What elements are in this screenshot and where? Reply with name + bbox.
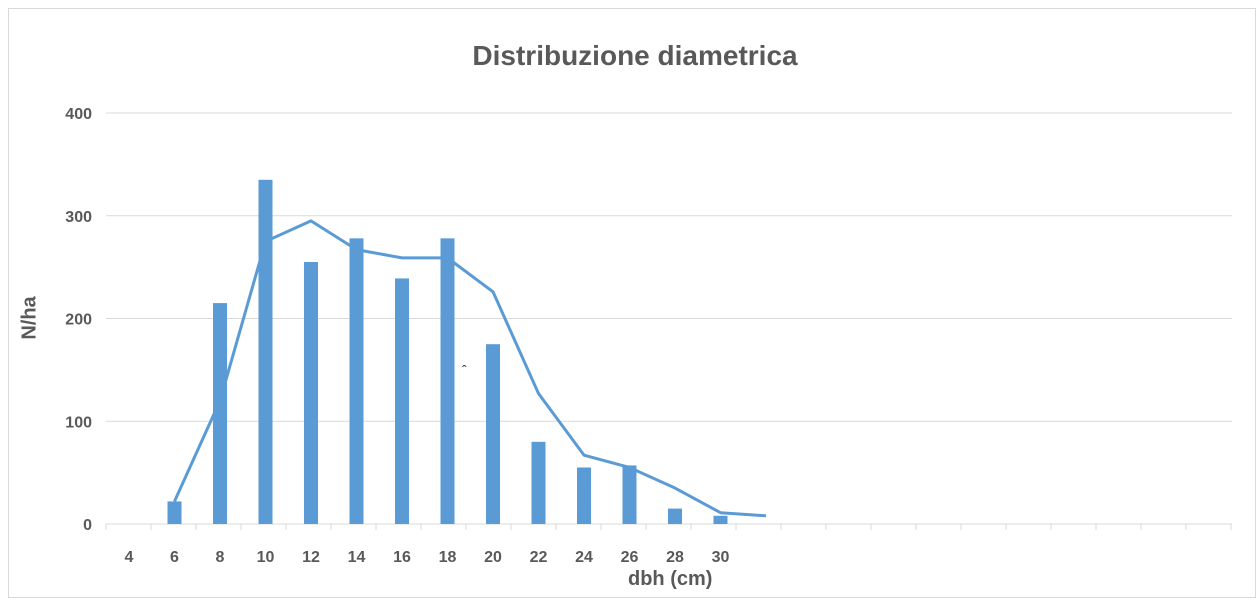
y-tick-label: 0	[83, 517, 92, 534]
x-tick-label: 10	[257, 549, 275, 566]
x-tick-label: 18	[439, 549, 457, 566]
x-tick-label: 20	[484, 549, 502, 566]
x-tick-label: 24	[575, 549, 593, 566]
x-tick-label: 28	[666, 549, 684, 566]
x-tick-label: 26	[621, 549, 639, 566]
x-tick-label: 6	[170, 549, 179, 566]
x-tick-label: 16	[393, 549, 411, 566]
bar	[440, 238, 455, 525]
x-tick-label: 12	[302, 549, 320, 566]
bar	[713, 515, 728, 524]
x-tick-label: 30	[712, 549, 730, 566]
bar	[577, 467, 591, 524]
bar	[167, 501, 182, 524]
x-tick-label: 14	[348, 549, 366, 566]
y-tick-label: 300	[65, 209, 92, 226]
bar	[349, 238, 364, 525]
series-line	[173, 219, 767, 518]
bar	[486, 344, 500, 524]
bar	[213, 303, 227, 524]
y-tick-label: 200	[65, 312, 92, 329]
bar	[304, 261, 318, 524]
x-tick-label: 4	[125, 549, 134, 566]
x-tick-label: 8	[216, 549, 225, 566]
bar	[258, 179, 273, 524]
bar	[622, 465, 637, 524]
bar	[531, 441, 546, 524]
x-tick-label: 22	[530, 549, 548, 566]
y-tick-label: 400	[65, 106, 92, 123]
bar	[395, 278, 409, 524]
x-axis-label: dbh (cm)	[628, 568, 713, 590]
bar	[668, 508, 682, 524]
y-tick-label: 100	[65, 414, 92, 431]
chart-title: Distribuzione diametrica	[472, 40, 798, 71]
stray-annotation: ˆ	[462, 362, 467, 378]
